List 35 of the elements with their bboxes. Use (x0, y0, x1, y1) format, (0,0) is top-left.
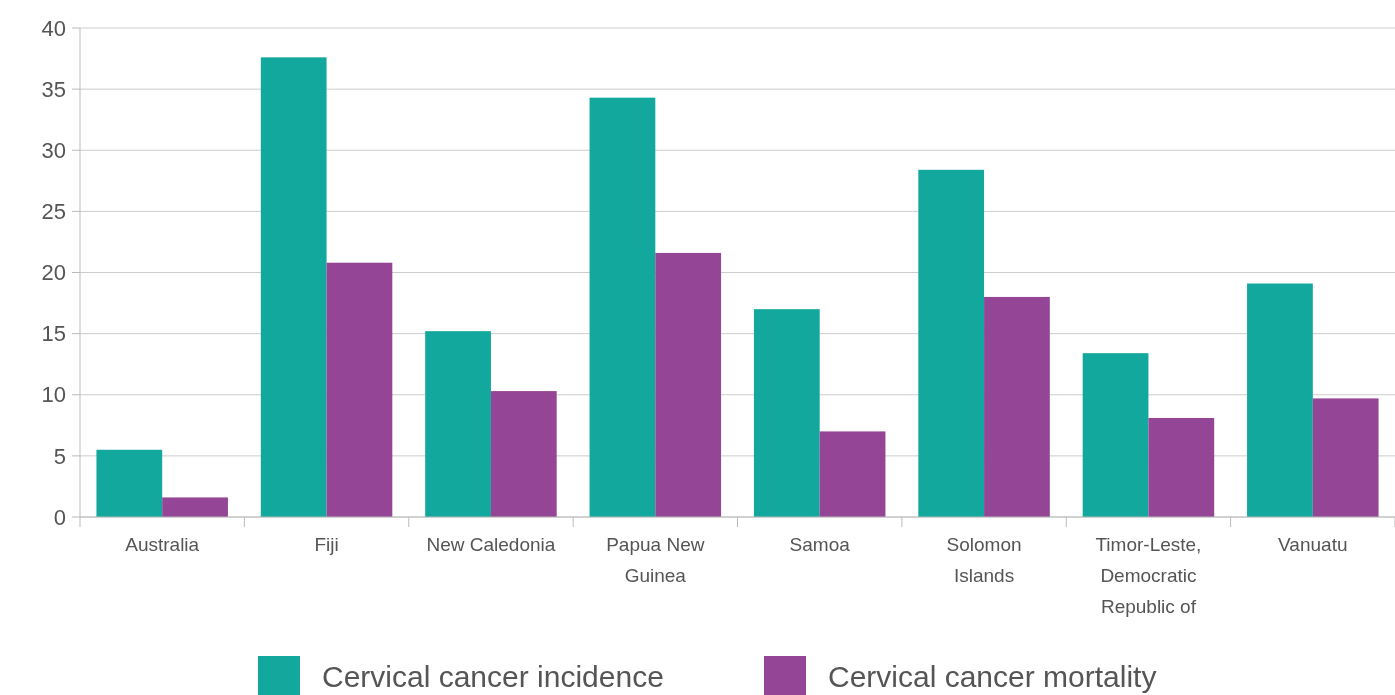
x-tick-label: Vanuatu (1278, 534, 1348, 555)
y-tick-label: 5 (53, 443, 66, 469)
bar (1082, 353, 1149, 517)
bar (162, 497, 228, 517)
y-tick-label: 10 (41, 382, 66, 408)
bar (425, 331, 491, 517)
x-tick-label: New Caledonia (426, 534, 556, 555)
bar (984, 296, 1050, 517)
y-tick-label: 15 (41, 321, 66, 347)
bar (589, 97, 656, 517)
bar (753, 309, 820, 517)
legend-label: Cervical cancer mortality (828, 659, 1157, 693)
x-tick-label: Fiji (314, 534, 339, 555)
bar (490, 391, 557, 517)
bar (819, 431, 886, 517)
y-tick-label: 35 (41, 76, 66, 102)
bar (260, 57, 327, 517)
y-tick-label: 25 (41, 199, 66, 225)
x-tick-label: Samoa (789, 534, 851, 555)
bar (918, 169, 985, 517)
bar (655, 252, 722, 517)
x-tick-label: Australia (125, 534, 200, 555)
x-tick-label: Solomon Islands (946, 534, 1022, 586)
bar (1312, 398, 1379, 517)
y-tick-label: 40 (41, 15, 66, 41)
bar (96, 449, 163, 517)
legend-label: Cervical cancer incidence (322, 659, 664, 693)
y-tick-label: 30 (41, 137, 66, 163)
bar (326, 262, 393, 517)
x-tick-label: Papua New Guinea (606, 534, 705, 586)
x-tick-label: Timor-Leste, Democratic Republic of (1095, 534, 1202, 617)
y-tick-label: 0 (53, 504, 66, 530)
bar (1148, 417, 1215, 517)
bar (1247, 283, 1313, 517)
y-tick-label: 20 (41, 260, 66, 286)
